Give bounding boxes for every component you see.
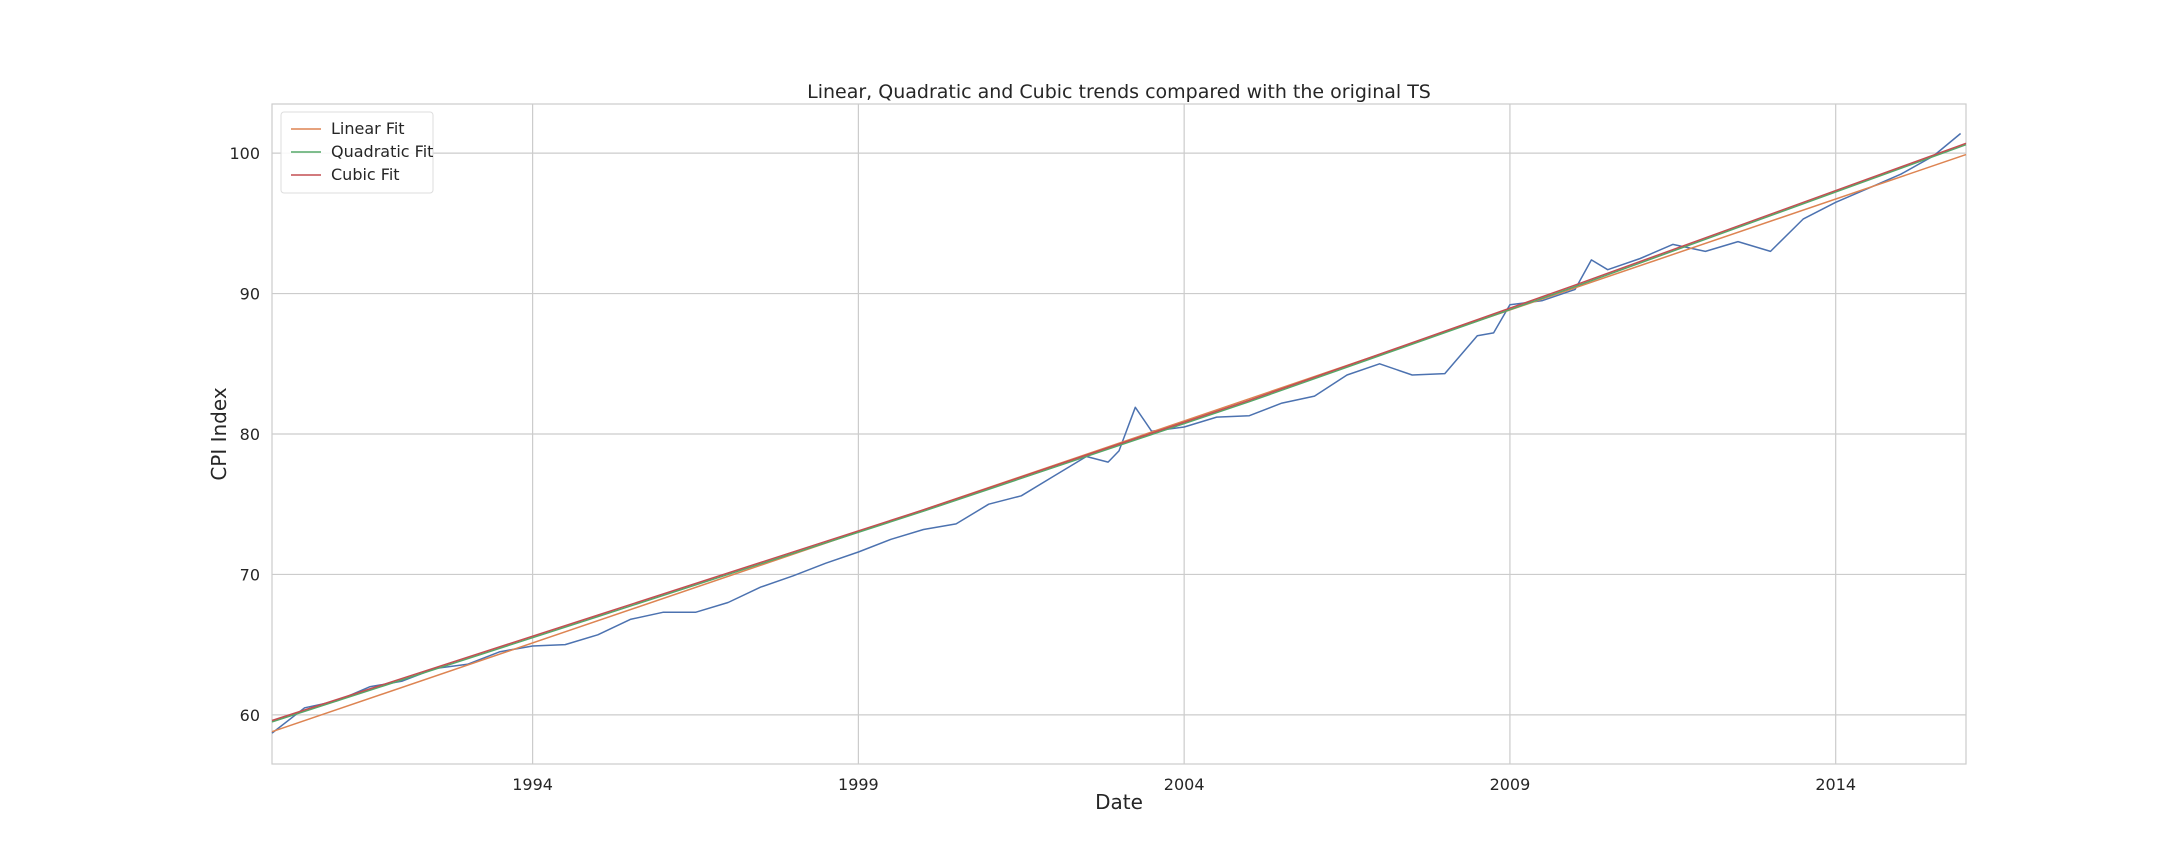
y-axis-label: CPI Index <box>207 387 231 481</box>
legend-label-cubic: Cubic Fit <box>331 165 400 184</box>
x-tick-label: 1994 <box>512 775 553 794</box>
legend: Linear Fit Quadratic Fit Cubic Fit <box>280 111 434 194</box>
y-tick-label: 100 <box>229 144 260 163</box>
x-axis-label: Date <box>1095 790 1143 814</box>
y-tick-label: 90 <box>240 285 260 304</box>
legend-label-linear: Linear Fit <box>331 119 405 138</box>
x-tick-label: 2004 <box>1164 775 1205 794</box>
series-line-cubic <box>271 142 1967 722</box>
legend-label-quadratic: Quadratic Fit <box>331 142 433 161</box>
tick-labels: 1994 1999 2004 2009 2014 60 70 80 90 100 <box>229 144 1856 794</box>
chart-title: Linear, Quadratic and Cubic trends compa… <box>807 81 1431 103</box>
y-tick-label: 70 <box>240 565 260 584</box>
y-tick-label: 60 <box>240 706 260 725</box>
series-line-linear <box>271 153 1967 733</box>
legend-box <box>280 111 434 194</box>
grid <box>272 104 1966 764</box>
series-lines <box>271 132 1967 734</box>
plot-frame <box>271 103 1967 765</box>
x-tick-label: 2014 <box>1815 775 1856 794</box>
y-tick-label: 80 <box>240 425 260 444</box>
x-tick-label: 1999 <box>838 775 879 794</box>
series-line-original <box>271 132 1962 734</box>
series-line-quadratic <box>271 143 1967 723</box>
x-tick-label: 2009 <box>1490 775 1531 794</box>
